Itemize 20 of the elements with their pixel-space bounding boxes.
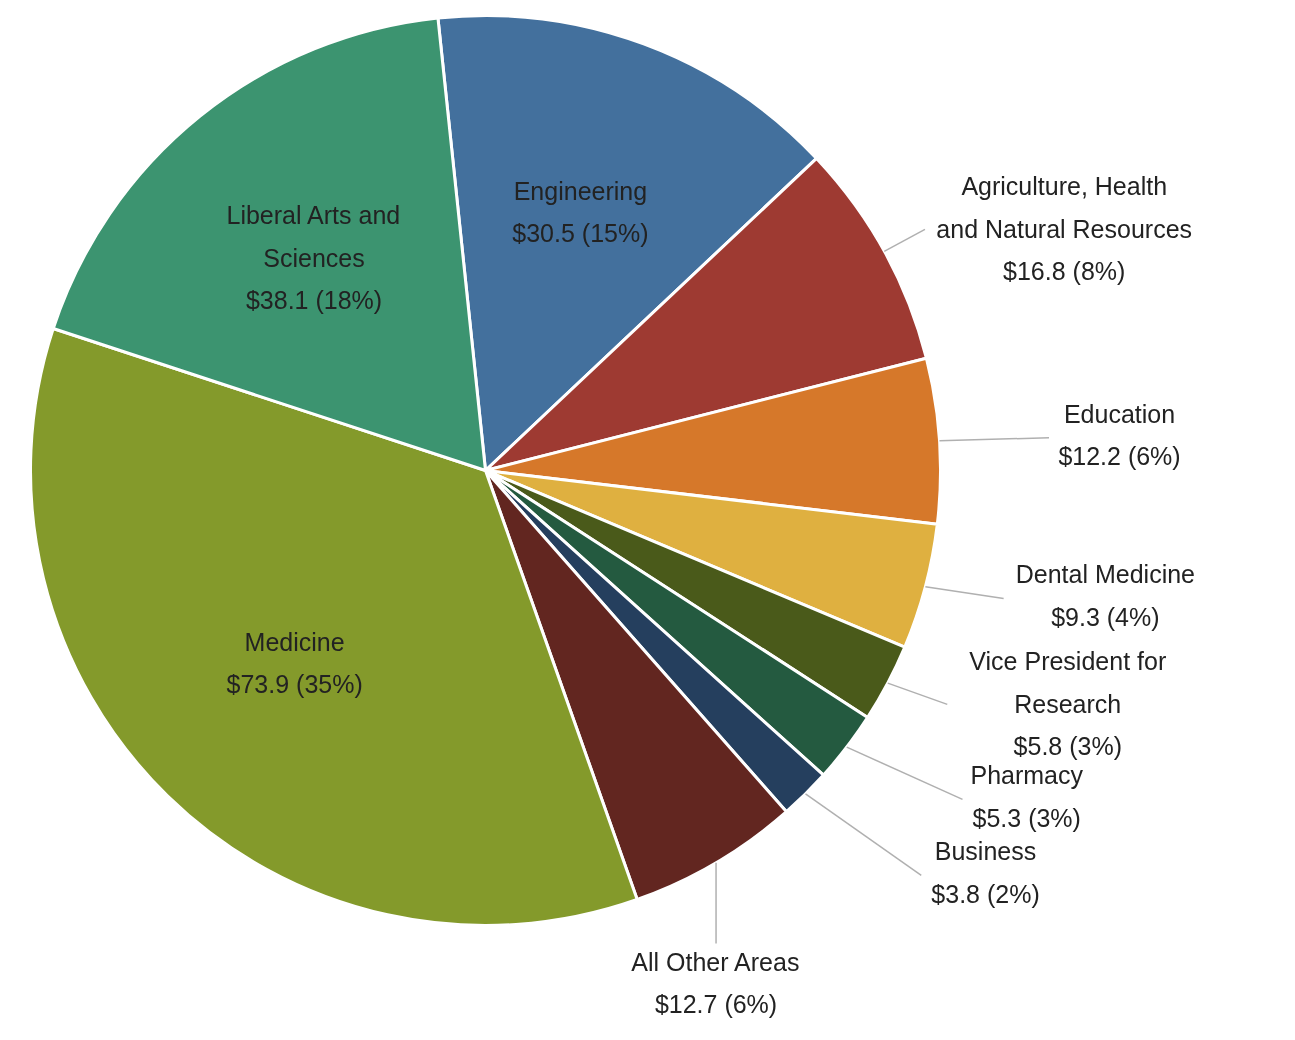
slice-label: Business xyxy=(934,837,1037,866)
slice-label: Engineering xyxy=(513,176,648,205)
data-label: $73.9 (35%) xyxy=(226,670,363,699)
data-label: $12.2 (6%) xyxy=(1058,442,1181,471)
data-label: $9.3 (4%) xyxy=(1051,603,1160,632)
slice-label: All Other Areas xyxy=(631,947,800,976)
slice-label: Medicine xyxy=(244,627,345,656)
data-label: $12.7 (6%) xyxy=(654,990,778,1019)
data-label: $5.3 (3%) xyxy=(972,803,1081,832)
slice-label: Liberal Arts and Sciences xyxy=(226,201,401,272)
data-label: $38.1 (18%) xyxy=(245,286,383,315)
slice-label: Pharmacy xyxy=(970,761,1084,790)
slice-label: Vice President for Research xyxy=(969,647,1167,718)
data-label: $30.5 (15%) xyxy=(512,219,649,248)
data-label: $5.8 (3%) xyxy=(1013,732,1122,761)
data-label: $3.8 (2%) xyxy=(931,879,1040,908)
data-label: $16.8 (8%) xyxy=(1003,257,1126,286)
slice-label: Dental Medicine xyxy=(1015,560,1196,589)
slice-label: Agriculture, Health and Natural Resources xyxy=(936,172,1193,243)
slice-label: Education xyxy=(1063,399,1176,428)
